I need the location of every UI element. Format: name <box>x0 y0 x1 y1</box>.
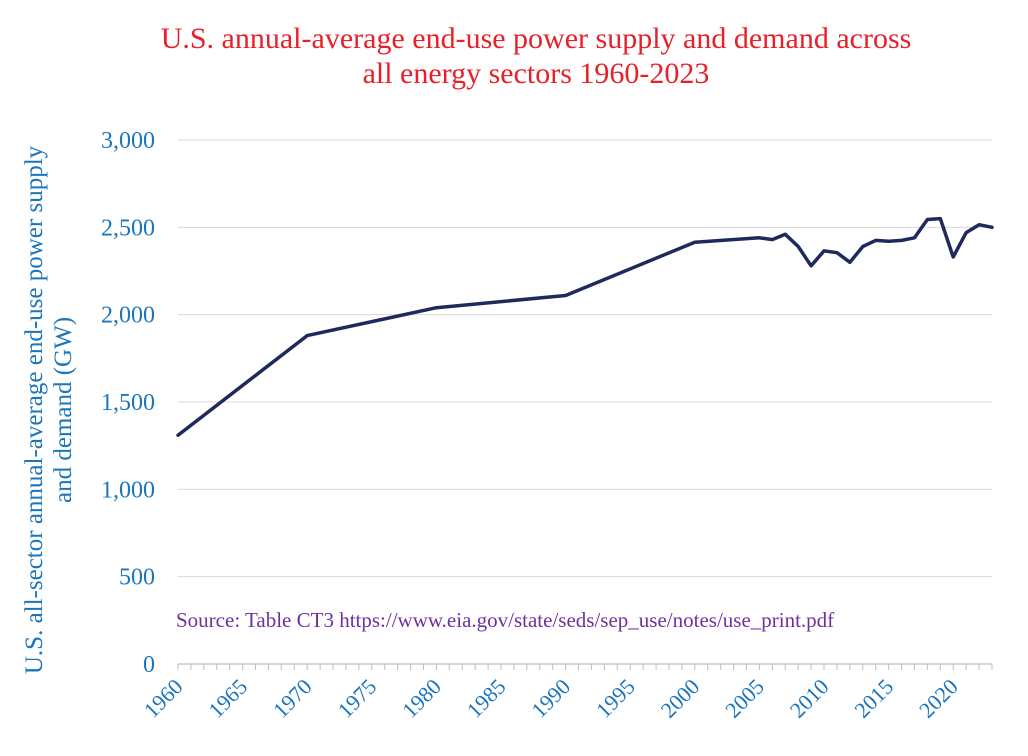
y-tick-label: 2,000 <box>101 303 155 329</box>
series-line <box>176 216 994 437</box>
x-tick-label: 2020 <box>914 674 963 723</box>
x-tick-label: 1990 <box>526 674 575 723</box>
chart-title-line-1: U.S. annual-average end-use power supply… <box>161 22 912 55</box>
x-tick-label: 2005 <box>720 674 769 723</box>
x-tick-label: 2010 <box>785 674 834 723</box>
y-tick-label: 1,000 <box>101 477 155 503</box>
gridlines <box>178 139 992 578</box>
y-axis-ticks: 0 500 1,000 1,500 2,000 2,500 3,000 <box>101 128 155 678</box>
y-tick-label: 3,000 <box>101 128 155 154</box>
series-group <box>176 216 994 437</box>
y-tick-label: 500 <box>119 565 155 591</box>
x-tick-label: 2000 <box>656 674 705 723</box>
x-tick-label: 1985 <box>462 674 511 723</box>
x-axis: 1960 1965 1970 1975 1980 1985 1990 1995 2000 2005… <box>139 663 993 723</box>
y-axis-title-line-2: and demand (GW) <box>50 317 77 503</box>
y-axis-title: U.S. all-sector annual-average end-use p… <box>21 145 77 674</box>
y-tick-label: 1,500 <box>101 390 155 416</box>
x-tick-label: 1965 <box>203 674 252 723</box>
chart-title: U.S. annual-average end-use power supply… <box>161 22 912 90</box>
y-axis-title-line-1: U.S. all-sector annual-average end-use p… <box>21 145 48 674</box>
y-tick-label: 2,500 <box>101 215 155 241</box>
x-tick-label: 1960 <box>139 674 188 723</box>
x-tick-label: 2015 <box>849 674 898 723</box>
x-tick-label: 1970 <box>268 674 317 723</box>
chart-title-line-2: all energy sectors 1960-2023 <box>363 57 710 90</box>
x-tick-label: 1995 <box>591 674 640 723</box>
x-tick-label: 1980 <box>397 674 446 723</box>
source-annotation: Source: Table CT3 https://www.eia.gov/st… <box>176 608 834 632</box>
y-tick-label: 0 <box>143 652 155 678</box>
x-tick-label: 1975 <box>333 674 382 723</box>
